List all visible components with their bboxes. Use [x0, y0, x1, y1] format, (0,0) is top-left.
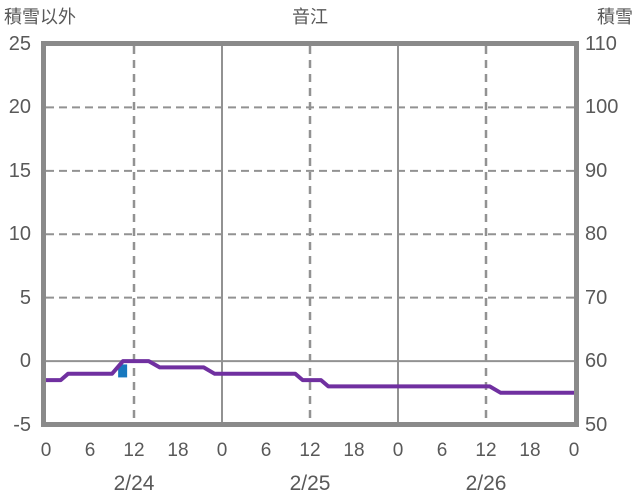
x-axis-hour-tick: 0 — [568, 440, 580, 461]
x-axis-hour-tick: 6 — [260, 440, 272, 461]
x-axis-date-label: 2/26 — [465, 472, 507, 495]
x-axis-date-label: 2/24 — [113, 472, 155, 495]
y-axis-left-tick: 0 — [19, 350, 31, 373]
y-axis-right-tick: 90 — [585, 159, 608, 182]
chart-title: 音江 — [292, 7, 328, 27]
y-axis-left-tick: 15 — [8, 159, 31, 182]
x-axis-hour-tick: 0 — [216, 440, 228, 461]
y-axis-right-tick: 100 — [585, 96, 619, 119]
snowfall-marker-square — [118, 364, 128, 378]
y-axis-left-tick: 5 — [19, 286, 31, 309]
y-axis-left-tick: 10 — [8, 223, 31, 246]
x-axis-hour-tick: 0 — [392, 440, 404, 461]
y-axis-left-tick: 25 — [8, 33, 31, 55]
plot-frame — [41, 41, 579, 427]
right-axis-title: 積雪 — [597, 7, 633, 27]
y-axis-right-tick: 80 — [585, 223, 608, 246]
x-axis-hour-tick: 6 — [84, 440, 96, 461]
y-axis-left-tick: 20 — [8, 96, 31, 119]
x-axis-hour-tick: 12 — [475, 440, 497, 461]
y-axis-right-tick: 70 — [585, 286, 608, 309]
x-axis-date-label: 2/25 — [289, 472, 331, 495]
x-axis-hour-tick: 12 — [123, 440, 145, 461]
x-axis-hour-tick: 0 — [40, 440, 52, 461]
y-axis-right-tick: 110 — [585, 33, 617, 55]
left-axis-title: 積雪以外 — [4, 7, 76, 27]
snow-depth-line — [44, 359, 576, 395]
y-axis-left-tick: -5 — [13, 413, 31, 436]
x-axis-hour-tick: 18 — [343, 440, 365, 461]
x-axis-hour-tick: 18 — [167, 440, 189, 461]
x-axis-hour-tick: 18 — [519, 440, 541, 461]
x-axis-hour-tick: 6 — [436, 440, 448, 461]
y-axis-right-tick: 60 — [585, 350, 608, 373]
y-axis-right-tick: 50 — [585, 413, 608, 436]
x-axis-hour-tick: 12 — [299, 440, 321, 461]
